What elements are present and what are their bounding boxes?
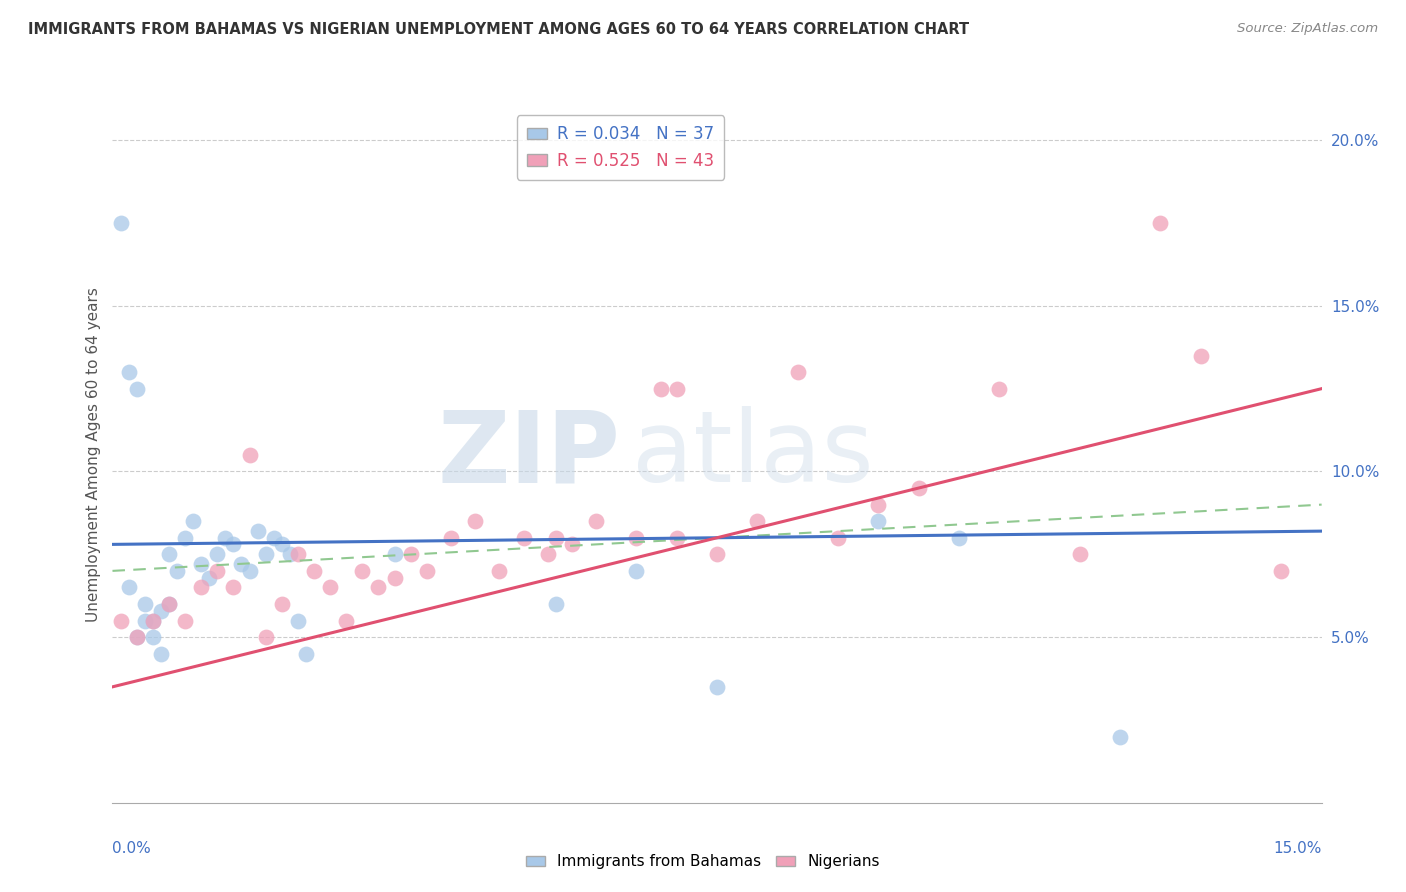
Point: [149, 647, 172, 661]
Point: [157, 597, 180, 611]
Point: [125, 382, 148, 396]
Point: [181, 514, 204, 528]
Point: [1270, 564, 1292, 578]
Point: [488, 564, 510, 578]
Point: [174, 614, 197, 628]
Point: [384, 570, 406, 584]
Point: [626, 531, 648, 545]
Point: [416, 564, 439, 578]
Point: [198, 570, 221, 584]
Legend: Immigrants from Bahamas, Nigerians: Immigrants from Bahamas, Nigerians: [520, 848, 886, 875]
Point: [134, 614, 156, 628]
Point: [367, 581, 389, 595]
Point: [287, 547, 309, 561]
Point: [134, 597, 156, 611]
Point: [585, 514, 607, 528]
Point: [125, 630, 148, 644]
Point: [238, 564, 260, 578]
Text: ZIP: ZIP: [437, 407, 620, 503]
Point: [512, 531, 534, 545]
Point: [948, 531, 970, 545]
Point: [238, 448, 260, 462]
Point: [166, 564, 188, 578]
Point: [190, 581, 212, 595]
Point: [440, 531, 463, 545]
Point: [254, 547, 277, 561]
Point: [125, 630, 148, 644]
Point: [174, 531, 197, 545]
Point: [352, 564, 374, 578]
Point: [706, 547, 728, 561]
Point: [222, 537, 245, 551]
Point: [650, 382, 672, 396]
Point: [157, 547, 180, 561]
Point: [263, 531, 285, 545]
Point: [110, 216, 132, 230]
Point: [149, 604, 172, 618]
Point: [537, 547, 560, 561]
Point: [907, 481, 929, 495]
Point: [747, 514, 769, 528]
Point: [278, 547, 301, 561]
Point: [270, 597, 292, 611]
Point: [231, 558, 253, 572]
Point: [827, 531, 849, 545]
Text: Source: ZipAtlas.com: Source: ZipAtlas.com: [1237, 22, 1378, 36]
Point: [295, 647, 318, 661]
Point: [544, 597, 567, 611]
Point: [561, 537, 583, 551]
Point: [222, 581, 245, 595]
Point: [246, 524, 269, 538]
Point: [117, 581, 139, 595]
Point: [254, 630, 277, 644]
Point: [117, 365, 139, 379]
Point: [399, 547, 422, 561]
Point: [1069, 547, 1091, 561]
Point: [868, 498, 890, 512]
Point: [214, 531, 236, 545]
Point: [190, 558, 212, 572]
Point: [319, 581, 342, 595]
Point: [142, 614, 165, 628]
Point: [464, 514, 486, 528]
Point: [302, 564, 325, 578]
Point: [335, 614, 357, 628]
Point: [868, 514, 890, 528]
Point: [287, 614, 309, 628]
Point: [544, 531, 567, 545]
Point: [110, 614, 132, 628]
Point: [384, 547, 406, 561]
Point: [207, 564, 229, 578]
Point: [1189, 349, 1212, 363]
Point: [665, 382, 688, 396]
Text: IMMIGRANTS FROM BAHAMAS VS NIGERIAN UNEMPLOYMENT AMONG AGES 60 TO 64 YEARS CORRE: IMMIGRANTS FROM BAHAMAS VS NIGERIAN UNEM…: [28, 22, 969, 37]
Text: atlas: atlas: [633, 407, 875, 503]
Point: [626, 564, 648, 578]
Y-axis label: Unemployment Among Ages 60 to 64 years: Unemployment Among Ages 60 to 64 years: [86, 287, 101, 623]
Point: [270, 537, 292, 551]
Point: [142, 630, 165, 644]
Point: [988, 382, 1011, 396]
Text: 15.0%: 15.0%: [1274, 841, 1322, 856]
Point: [157, 597, 180, 611]
Point: [786, 365, 808, 379]
Point: [1109, 730, 1132, 744]
Point: [665, 531, 688, 545]
Point: [1149, 216, 1171, 230]
Legend: R = 0.034   N = 37, R = 0.525   N = 43: R = 0.034 N = 37, R = 0.525 N = 43: [517, 115, 724, 179]
Point: [142, 614, 165, 628]
Text: 0.0%: 0.0%: [112, 841, 152, 856]
Point: [706, 680, 728, 694]
Point: [207, 547, 229, 561]
